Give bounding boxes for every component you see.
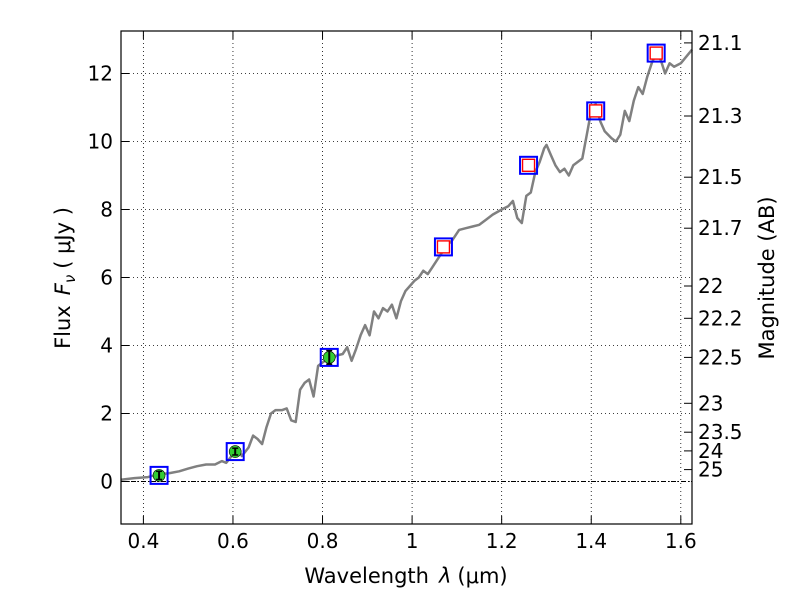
blue-square-marker [586, 101, 606, 121]
y-tick-label: 12 [88, 62, 113, 86]
red-square-marker [521, 158, 536, 173]
x-tick-label: 1.4 [575, 529, 607, 553]
x-tick-label: 0.8 [307, 529, 339, 553]
blue-square-marker [433, 237, 453, 257]
magnitude-tick-label: 21.7 [698, 216, 743, 240]
blue-square-marker [646, 43, 666, 63]
x-tick-label: 0.6 [217, 529, 249, 553]
magnitude-tick-label: 21.1 [698, 31, 743, 55]
magnitude-tick-label: 24 [698, 439, 723, 463]
magnitude-axis-label: Magnitude (AB) [755, 196, 779, 359]
x-axis-label-unit: (μm) [457, 564, 507, 588]
magnitude-tick-label: 25 [698, 458, 723, 482]
y-tick-label: 8 [100, 198, 113, 222]
y-tick-label: 10 [88, 130, 113, 154]
photometry-markers [149, 43, 666, 485]
magnitude-tick-label: 23 [698, 391, 723, 415]
red-square-marker [589, 104, 603, 118]
axis-ticks: 0.4 0.6 0.8 1 1.2 1.4 1.602468101221.121.321.5… [88, 31, 743, 553]
grid-lines [121, 31, 692, 524]
red-square-marker [649, 46, 663, 60]
magnitude-tick-label: 22 [698, 274, 723, 298]
blue-square-marker [319, 347, 339, 367]
x-tick-label: 0.4 [127, 529, 159, 553]
y-tick-label: 0 [100, 470, 113, 494]
y-axis-label-subscript: ν [61, 275, 79, 283]
magnitude-tick-label: 22.2 [698, 306, 743, 330]
magnitude-tick-label: 23.5 [698, 420, 743, 444]
x-axis-label: Wavelength λ (μm) [304, 564, 507, 588]
x-tick-label: 1.6 [665, 529, 697, 553]
y-axis-label-text: Flux [51, 305, 75, 349]
magnitude-tick-label: 22.5 [698, 345, 743, 369]
y-tick-label: 6 [100, 266, 113, 290]
blue-square-marker [519, 155, 539, 175]
magnitude-tick-label: 21.3 [698, 104, 743, 128]
x-tick-label: 1 [406, 529, 419, 553]
y-axis-label: Flux Fν ( μJy ) [51, 207, 79, 349]
y-axis-label-unit: ( μJy ) [51, 207, 75, 269]
blue-square-marker [225, 442, 245, 462]
plot-frame [120, 30, 693, 525]
x-tick-label: 1.2 [486, 529, 518, 553]
x-axis-label-symbol: λ [438, 564, 451, 588]
magnitude-tick-label: 21.5 [698, 165, 743, 189]
model-spectrum-line [120, 48, 693, 482]
y-tick-label: 2 [100, 402, 113, 426]
red-square-marker [436, 240, 451, 254]
blue-square-marker [149, 465, 169, 485]
y-tick-label: 4 [100, 334, 113, 358]
x-axis-label-text: Wavelength [304, 564, 429, 588]
y-axis-label-symbol: F [51, 282, 75, 295]
